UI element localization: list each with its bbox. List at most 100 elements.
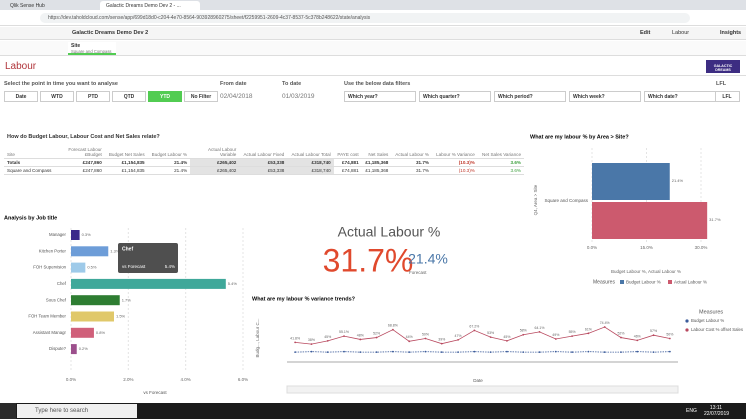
selection-field: Site [71, 43, 81, 49]
legend-swatch [668, 280, 672, 284]
logo: GALACTIC DREAMS [706, 60, 740, 73]
sheet-menu[interactable]: Labour [672, 30, 690, 36]
data-label: 46% [634, 334, 641, 338]
tooltip-measure: vs Forecast [122, 264, 146, 269]
point [375, 351, 378, 354]
x-tick-label: 6.0% [238, 377, 248, 382]
tooltip-title: Chef [122, 246, 133, 252]
legend-title: Measures [593, 279, 615, 285]
period-button[interactable]: PTD [76, 91, 110, 102]
from-label: From date [220, 81, 247, 87]
start-button[interactable] [0, 403, 16, 419]
legend-item: Budget Labour % [691, 318, 724, 323]
x-axis-label: Date [473, 378, 483, 383]
chart-title: What are my labour % by Area > Site? [530, 134, 629, 140]
period-button[interactable]: QTD [112, 91, 146, 102]
point [571, 335, 574, 338]
data-label: 67.2% [469, 324, 479, 328]
data-label: 61% [585, 327, 592, 331]
column-header: Net Sales [361, 146, 392, 159]
table-cell: £265,402 [190, 166, 240, 175]
point [489, 336, 492, 338]
period-button[interactable]: YTD [148, 91, 182, 102]
point [538, 351, 541, 354]
data-label: 0.8% [96, 330, 106, 335]
x-tick-label: 0.0% [66, 377, 76, 382]
point [294, 351, 297, 354]
point [440, 342, 443, 345]
kpi-compare-caption: Forecast [409, 270, 427, 275]
edit-button[interactable]: Edit [640, 30, 651, 36]
column-header: Site [4, 146, 56, 159]
point [408, 351, 411, 354]
data-label: 74.4% [600, 321, 610, 325]
period-button[interactable]: Date [4, 91, 38, 102]
data-label: 53% [487, 331, 494, 335]
point [554, 338, 557, 340]
point [457, 351, 459, 354]
column-header: Actual Labour Variable [190, 146, 240, 159]
kpi-title: Actual Labour % [338, 224, 441, 240]
table-cell: (10.3)% [432, 166, 478, 175]
bar [71, 327, 94, 338]
category-label: Manager [49, 232, 67, 237]
period-button[interactable]: WTD [40, 91, 74, 102]
from-value: 02/04/2018 [220, 93, 253, 100]
data-filter-button[interactable]: Which week? [569, 91, 641, 102]
language: ENG [686, 408, 697, 414]
table-cell: £1,154,835 [104, 166, 148, 175]
column-header: Budget Labour % [147, 146, 191, 159]
point [636, 339, 639, 342]
column-header: Budget Net Sales [104, 146, 148, 159]
insights-button[interactable]: Insights [720, 30, 742, 36]
data-filter-button[interactable]: Which period? [494, 91, 566, 102]
tab[interactable]: Qlik Sense Hub [10, 3, 45, 9]
x-tick-label: 2.0% [123, 377, 133, 382]
bar [71, 278, 226, 289]
point [506, 339, 508, 342]
url[interactable]: https://dev.taholdcloud.com/sense/app/69… [40, 13, 690, 23]
line [295, 326, 670, 345]
table-cell: £1,185,368 [361, 166, 392, 175]
data-label: 58% [520, 329, 527, 333]
to-value: 01/03/2019 [282, 93, 315, 100]
category-label: Assistant Managr [33, 330, 67, 335]
data-filter-button[interactable]: Which quarter? [419, 91, 491, 102]
period-button[interactable]: No Filter [184, 91, 218, 102]
y-axis-label: Budg..., Labour C... [255, 318, 260, 357]
data-label: 38% [308, 338, 315, 342]
point [554, 350, 557, 353]
selection-chip[interactable]: Site Square and Compass [68, 42, 116, 55]
point [294, 341, 297, 344]
bar [592, 202, 708, 239]
table-cell: £53,338 [239, 166, 288, 175]
data-filter-button[interactable]: Which year? [344, 91, 416, 102]
category-label: FOH Supervision [33, 265, 66, 270]
taskbar: Type here to search ENG 13:11 22/07/2019 [0, 403, 746, 419]
data-label: 45% [503, 335, 510, 339]
category-label: Chef [57, 281, 67, 286]
selection-value: Square and Compass [71, 49, 112, 54]
data-label: 57% [650, 329, 657, 333]
data-label: 52% [373, 331, 380, 335]
data-label: 0.2% [79, 346, 89, 351]
point [343, 335, 345, 338]
tab[interactable]: Galactic Dreams Demo Dev 2 - ... [100, 1, 200, 10]
table-title: How do Budget Labour, Labour Cost and Ne… [7, 134, 160, 140]
table-cell: £74,881 [333, 166, 362, 175]
x-tick-label: 15.0% [640, 245, 653, 250]
data-filter-button[interactable]: Which date? [644, 91, 716, 102]
search-box[interactable]: Type here to search [17, 404, 137, 418]
data-label: 0.3% [82, 232, 92, 237]
clock: 13:11 22/07/2019 [704, 405, 729, 417]
column-header: PAYE cost [333, 146, 362, 159]
data-label: 50% [666, 332, 673, 336]
data-label: 52% [617, 331, 624, 335]
bar [71, 295, 120, 306]
point [603, 326, 606, 328]
legend-item: Actual Labour % [674, 280, 707, 285]
point [408, 340, 411, 343]
point [522, 351, 525, 354]
table-cell: £74,881 [333, 158, 362, 167]
table-cell: 31.7% [391, 166, 433, 175]
